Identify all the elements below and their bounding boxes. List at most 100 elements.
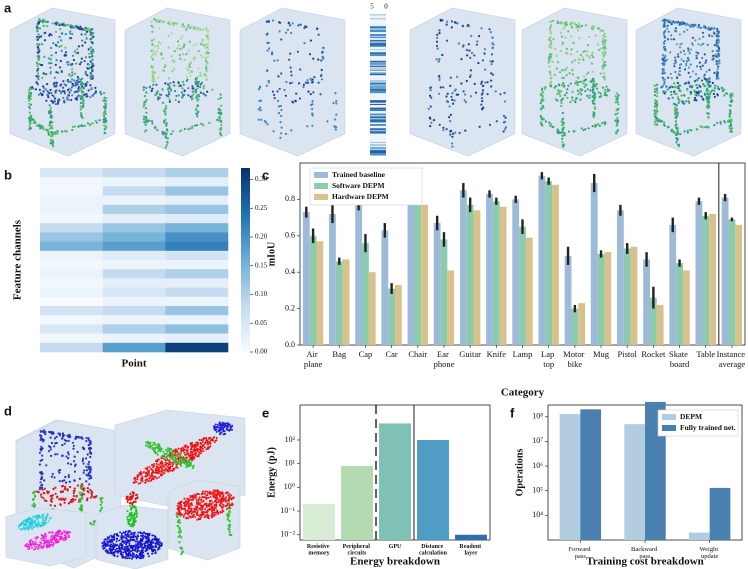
cloud-point — [38, 488, 42, 491]
cloud-point — [33, 526, 35, 528]
cloud-point — [442, 129, 445, 132]
cloud-point — [63, 499, 66, 502]
cloud-point — [548, 56, 551, 60]
cloud-point — [41, 537, 44, 540]
cloud-point — [605, 85, 608, 88]
cloud-point — [82, 447, 85, 450]
cloud-point — [38, 88, 42, 91]
cloud-point — [465, 79, 468, 83]
cloud-point — [499, 93, 502, 96]
cloud-point — [135, 515, 138, 518]
cloud-point — [228, 423, 231, 426]
cloud-point — [220, 499, 223, 502]
cloud-point — [17, 526, 20, 529]
cloud-point — [469, 95, 473, 98]
cloud-point — [717, 65, 720, 68]
cloud-point — [130, 511, 133, 514]
cloud-point — [89, 32, 92, 36]
cloud-point — [151, 469, 154, 472]
cloud-point — [63, 83, 66, 86]
cloud-point — [486, 81, 489, 84]
cloud-point — [28, 124, 31, 128]
cloud-point — [684, 23, 687, 26]
cloud-point — [66, 434, 69, 437]
cloud-point — [36, 43, 39, 46]
cloud-point — [186, 497, 189, 500]
cloud-point — [194, 494, 197, 497]
cloud-point — [569, 23, 572, 26]
cloud-point — [156, 466, 159, 469]
cloud-point — [38, 27, 42, 30]
cloud-point — [80, 33, 83, 36]
cloud-point — [155, 83, 158, 86]
cloud-point — [25, 520, 28, 523]
cloud-point — [39, 546, 42, 549]
cloud-point — [62, 538, 65, 541]
cloud-point — [259, 109, 262, 112]
cloud-point — [661, 19, 664, 22]
cloud-point — [79, 87, 82, 90]
cloud-point — [36, 30, 39, 33]
cloud-point — [157, 98, 160, 101]
cloud-point — [184, 510, 187, 513]
cloud-point — [210, 502, 213, 505]
cloud-point — [207, 514, 210, 517]
cloud-point — [290, 70, 293, 73]
cloud-point — [85, 457, 88, 460]
cloud-point — [183, 505, 186, 507]
cloud-point — [192, 44, 195, 47]
cloud-point — [188, 515, 191, 518]
cloud-point — [183, 451, 186, 454]
cloud-point — [84, 29, 87, 32]
cloud-point — [71, 128, 74, 132]
cloud-point — [199, 91, 202, 94]
cloud-point — [62, 80, 65, 83]
cloud-point — [670, 77, 673, 80]
cloud-point — [179, 84, 182, 87]
cloud-point — [457, 93, 460, 96]
cloud-point — [216, 501, 219, 504]
cloud-point — [91, 494, 94, 498]
cloud-point — [153, 38, 156, 41]
cloud-point — [151, 545, 154, 548]
cloud-point — [677, 55, 680, 58]
cloud-point — [52, 541, 55, 544]
cloud-point — [550, 123, 553, 126]
cloud-point — [589, 80, 592, 83]
cloud-point — [674, 112, 677, 115]
cloud-point — [162, 20, 165, 23]
cloud-point — [132, 516, 135, 519]
cloud-point — [57, 530, 60, 533]
cloud-point — [701, 97, 705, 100]
cloud-point — [205, 511, 208, 513]
cloud-point — [30, 86, 34, 89]
cloud-point — [718, 54, 721, 57]
cloud-point — [284, 94, 287, 97]
cloud-point — [207, 446, 210, 449]
cloud-point — [227, 494, 230, 497]
cloud-point — [72, 460, 76, 463]
cloud-point — [90, 46, 93, 49]
cloud-point — [194, 510, 197, 513]
cloud-point — [229, 428, 232, 431]
cloud-point — [124, 540, 127, 543]
cloud-point — [214, 507, 217, 510]
cloud-point — [29, 95, 32, 98]
cloud-point — [168, 100, 171, 103]
cloud-point — [40, 537, 42, 540]
cloud-point — [222, 500, 225, 503]
cloud-point — [604, 91, 607, 94]
cloud-point — [118, 546, 121, 549]
cloud-point — [185, 28, 188, 31]
cloud-point — [42, 492, 45, 495]
cloud-point — [161, 473, 164, 476]
cloud-point — [616, 129, 620, 132]
cloud-point — [706, 81, 710, 84]
cloud-point — [689, 90, 692, 94]
cloud-point — [204, 69, 207, 72]
cloud-point — [552, 19, 555, 22]
cloud-point — [158, 27, 161, 30]
cloud-point — [51, 143, 54, 146]
cloud-point — [113, 533, 116, 536]
cloud-point — [164, 467, 167, 470]
